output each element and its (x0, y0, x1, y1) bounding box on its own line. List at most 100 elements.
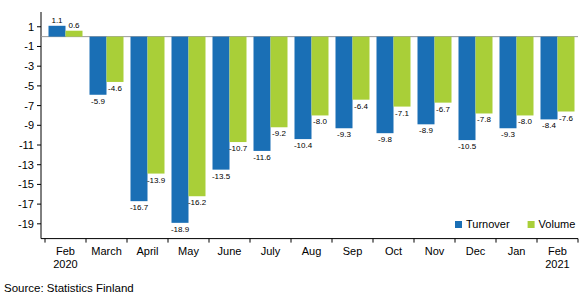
data-label: -13.5 (212, 172, 231, 181)
bar (131, 37, 148, 202)
legend-swatch (528, 221, 535, 228)
bar (148, 37, 165, 174)
chart-container: 1-1-3-5-7-9-11-13-15-17-19Feb2020MarchAp… (0, 0, 582, 304)
y-tick (37, 184, 41, 185)
bar (353, 37, 370, 100)
data-label: -8.9 (419, 126, 433, 135)
bar (377, 37, 394, 134)
bar (500, 37, 517, 129)
y-tick-label: -5 (24, 80, 34, 92)
legend-label: Turnover (466, 218, 510, 230)
bar (66, 31, 83, 37)
data-label: -7.1 (395, 109, 409, 118)
x-tick-label: July (261, 245, 281, 257)
data-label: -10.5 (458, 142, 477, 151)
data-label: -6.4 (354, 102, 368, 111)
bar (230, 37, 247, 142)
x-tick-label-line: June (218, 245, 242, 257)
data-label: -11.6 (253, 153, 271, 162)
x-tick-label-line: July (261, 245, 281, 257)
x-tick-label-line: May (178, 245, 199, 257)
y-tick (37, 66, 41, 67)
x-tick-label-line: Feb (56, 245, 75, 257)
y-tick (37, 46, 41, 47)
x-tick-label-line: April (136, 245, 158, 257)
data-label: 1.1 (51, 16, 63, 25)
y-tick (37, 145, 41, 146)
data-label: -16.2 (188, 198, 207, 207)
bar (476, 37, 493, 114)
bar (336, 37, 353, 129)
y-tick-label: -15 (18, 178, 34, 190)
x-tick-label-line: Nov (425, 245, 445, 257)
bar (435, 37, 452, 103)
bar (90, 37, 107, 95)
bar (49, 26, 66, 37)
bar (213, 37, 230, 170)
x-tick (373, 239, 374, 243)
bar (271, 37, 288, 128)
x-tick (455, 239, 456, 243)
data-label: -5.9 (91, 97, 105, 106)
bars (49, 26, 575, 223)
bar (558, 37, 575, 112)
x-tick-label: Nov (425, 245, 445, 257)
x-tick (127, 239, 128, 243)
x-tick (578, 239, 579, 243)
x-tick-label-line: Jan (508, 245, 526, 257)
x-tick (496, 239, 497, 243)
y-tick (37, 105, 41, 106)
y-tick-label: -7 (24, 100, 34, 112)
y-tick-label: -19 (18, 218, 34, 230)
data-label: -8.0 (518, 117, 532, 126)
x-tick-label-line: 2020 (53, 258, 77, 270)
x-tick (537, 239, 538, 243)
data-label: -10.7 (229, 144, 248, 153)
data-label: 0.6 (68, 21, 80, 30)
x-tick-label-line: Oct (385, 245, 402, 257)
data-label: -9.2 (272, 129, 286, 138)
data-label: -18.9 (171, 225, 190, 234)
data-label: -6.7 (436, 105, 450, 114)
y-tick-label: -9 (24, 119, 34, 131)
x-tick-label: Oct (385, 245, 402, 257)
x-tick-label: March (91, 245, 122, 257)
chart-svg: 1-1-3-5-7-9-11-13-15-17-19Feb2020MarchAp… (0, 0, 582, 304)
legend-label: Volume (539, 218, 576, 230)
data-label: -9.3 (501, 130, 515, 139)
bar (394, 37, 411, 107)
y-tick (37, 223, 41, 224)
x-tick-label-line: 2021 (545, 258, 569, 270)
data-label: -10.4 (294, 141, 313, 150)
x-tick-label: Feb2020 (53, 245, 77, 270)
bar (517, 37, 534, 116)
x-tick-label: May (178, 245, 199, 257)
legend: Turnover Volume (455, 218, 575, 230)
x-tick-label: April (136, 245, 158, 257)
bar (172, 37, 189, 223)
data-label: -7.6 (559, 114, 573, 123)
source: Source: Statistics Finland (4, 282, 134, 294)
x-tick (291, 239, 292, 243)
x-tick (332, 239, 333, 243)
y-tick-label: 1 (28, 21, 34, 33)
x-tick (86, 239, 87, 243)
data-label: -13.9 (147, 176, 166, 185)
y-tick-label: -13 (18, 159, 34, 171)
x-tick-label-line: Aug (302, 245, 322, 257)
x-tick-label: Aug (302, 245, 322, 257)
x-tick-label-line: Feb (548, 245, 567, 257)
legend-swatch (455, 221, 462, 228)
data-label: -8.0 (313, 117, 327, 126)
y-tick-label: -11 (19, 139, 34, 151)
x-tick-label: Dec (466, 245, 486, 257)
bar (107, 37, 124, 82)
y-tick (37, 125, 41, 126)
bar (459, 37, 476, 140)
y-tick-label: -3 (24, 60, 34, 72)
x-axis-line (41, 238, 578, 239)
x-tick (168, 239, 169, 243)
data-label: -9.3 (337, 130, 351, 139)
data-label: -16.7 (130, 203, 149, 212)
y-tick (37, 85, 41, 86)
